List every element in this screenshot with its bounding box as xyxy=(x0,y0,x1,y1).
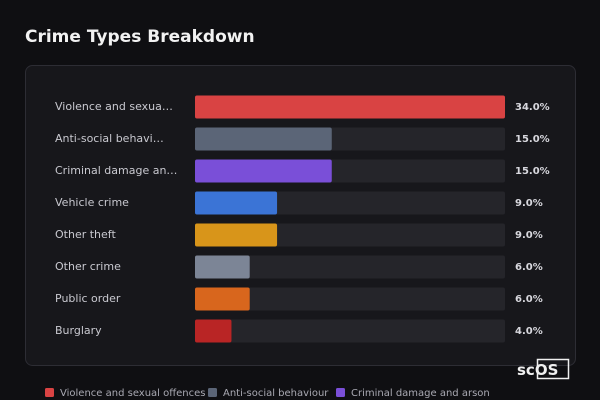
value-label: 9.0% xyxy=(515,230,543,241)
value-label: 15.0% xyxy=(515,134,550,145)
category-label: Criminal damage an… xyxy=(55,164,177,177)
legend-swatch xyxy=(336,388,345,397)
watermark-box xyxy=(536,358,570,380)
category-label: Vehicle crime xyxy=(55,196,129,209)
bar xyxy=(195,287,250,311)
category-label: Burglary xyxy=(55,324,102,337)
value-label: 6.0% xyxy=(515,262,543,273)
watermark-prefix: sc xyxy=(517,361,535,379)
bar xyxy=(195,223,278,247)
bar xyxy=(195,319,232,343)
bar xyxy=(195,255,250,279)
bar-track xyxy=(195,255,505,279)
legend-label: Criminal damage and arson xyxy=(351,388,490,399)
bar xyxy=(195,159,332,183)
category-label: Anti-social behavi… xyxy=(55,132,164,145)
legend-swatch xyxy=(45,388,54,397)
bar-track xyxy=(195,287,505,311)
watermark: scOS xyxy=(517,361,558,379)
bar xyxy=(195,127,332,151)
value-label: 9.0% xyxy=(515,198,543,209)
legend-label: Anti-social behaviour xyxy=(223,388,329,399)
legend-swatch xyxy=(208,388,217,397)
legend-label: Violence and sexual offences xyxy=(60,388,206,399)
chart-title: Crime Types Breakdown xyxy=(25,27,255,47)
category-label: Violence and sexua… xyxy=(55,100,173,113)
value-label: 4.0% xyxy=(515,326,543,337)
category-label: Public order xyxy=(55,292,121,305)
bar xyxy=(195,191,278,215)
category-label: Other crime xyxy=(55,260,121,273)
bar xyxy=(195,95,505,119)
watermark-boxed: OS xyxy=(535,361,559,379)
bar-track xyxy=(195,319,505,343)
value-label: 6.0% xyxy=(515,294,543,305)
value-label: 34.0% xyxy=(515,102,550,113)
value-label: 15.0% xyxy=(515,166,550,177)
category-label: Other theft xyxy=(55,228,116,241)
